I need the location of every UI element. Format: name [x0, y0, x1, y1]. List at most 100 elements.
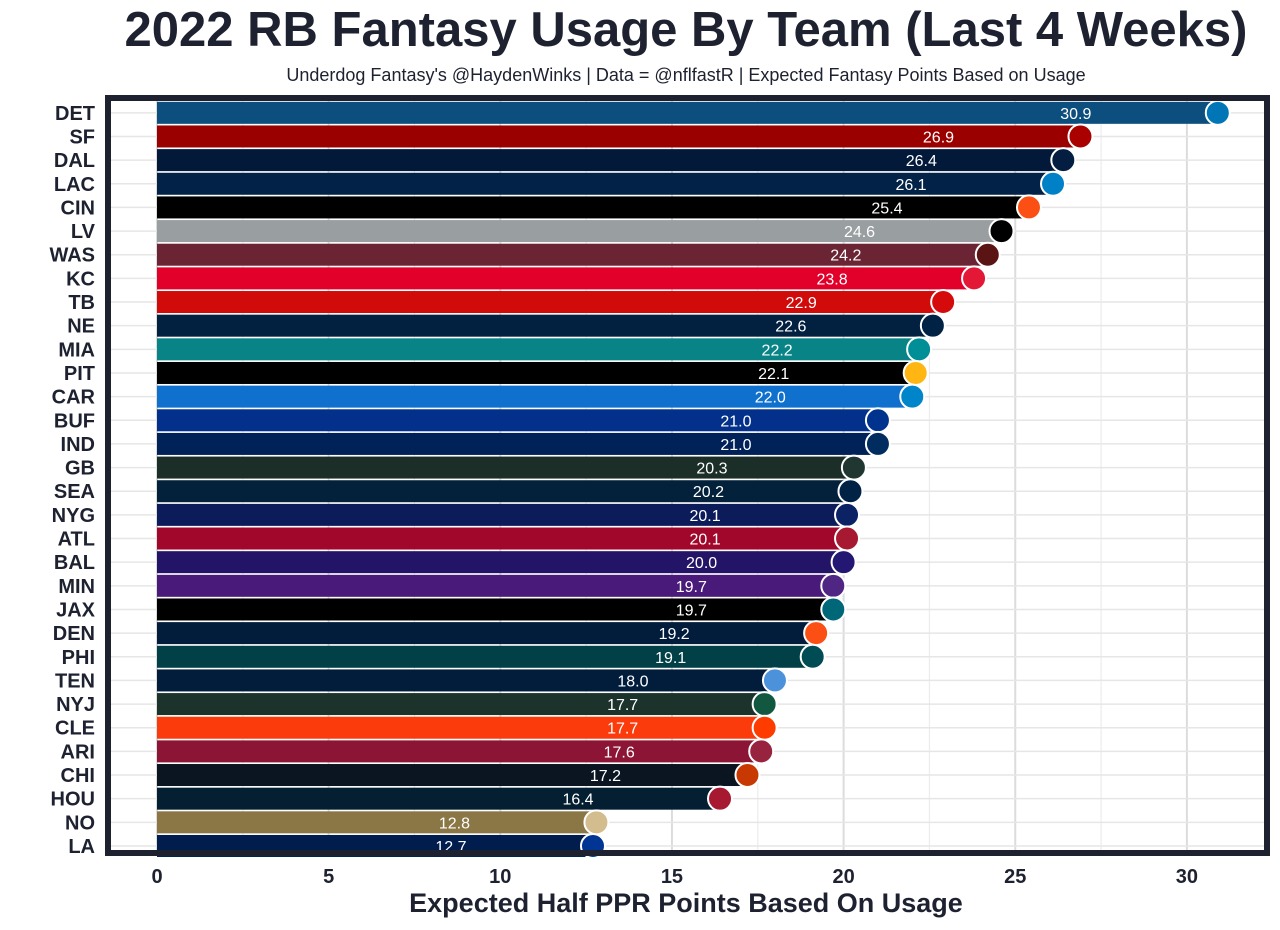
chart-subtitle: Underdog Fantasy's @HaydenWinks | Data =… [286, 65, 1086, 85]
x-tick-15: 15 [661, 866, 683, 888]
value-labels: 30.9 26.9 26.4 26.1 25.4 24.6 24.2 23.8 22.9 22.6… [435, 106, 1091, 856]
logo-gb-icon [840, 454, 867, 481]
bar-min [157, 574, 834, 597]
value-label-tb: 22.9 [786, 295, 817, 312]
bar-ne [157, 314, 933, 337]
value-label-kc: 23.8 [816, 271, 847, 288]
value-label-sea: 20.2 [693, 484, 724, 501]
value-label-ind: 21.0 [720, 437, 751, 454]
y-tick-phi: PHI [62, 647, 95, 669]
y-tick-labels: DETSFDALLACCINLVWASKCTBNEMIAPITCARBUFIND… [49, 103, 95, 858]
bars [157, 101, 1218, 857]
value-label-bal: 20.0 [686, 555, 717, 572]
y-tick-ind: IND [61, 434, 95, 456]
y-tick-atl: ATL [58, 529, 95, 551]
bar-pit [157, 361, 916, 384]
logo-det-icon [1204, 99, 1231, 126]
logo-lv-icon [988, 218, 1015, 245]
bar-was [157, 243, 988, 266]
plot-frame [105, 95, 1270, 856]
x-tick-25: 25 [1004, 866, 1026, 888]
y-tick-bal: BAL [54, 552, 95, 574]
value-label-sf: 26.9 [923, 129, 954, 146]
y-tick-sf: SF [69, 126, 95, 148]
logo-nyj-icon [751, 691, 778, 718]
bar-sea [157, 480, 851, 503]
y-tick-lac: LAC [54, 174, 95, 196]
bar-mia [157, 338, 920, 361]
y-tick-gb: GB [65, 458, 95, 480]
value-label-mia: 22.2 [762, 342, 793, 359]
logo-bal-icon [830, 549, 857, 576]
value-label-cin: 25.4 [871, 200, 902, 217]
x-tick-30: 30 [1176, 866, 1198, 888]
logo-ne-icon [919, 312, 946, 339]
bar-gb [157, 456, 854, 479]
x-tick-20: 20 [832, 866, 854, 888]
bar-cin [157, 196, 1029, 219]
value-label-den: 19.2 [659, 626, 690, 643]
bar-ind [157, 432, 878, 455]
y-tick-cin: CIN [61, 197, 95, 219]
bar-sf [157, 125, 1081, 148]
y-tick-min: MIN [58, 576, 95, 598]
logo-lac-icon [1040, 170, 1067, 197]
bar-car [157, 385, 913, 408]
value-label-hou: 16.4 [562, 792, 593, 809]
logo-ari-icon [748, 738, 775, 765]
y-tick-kc: KC [66, 268, 95, 290]
logo-sea-icon [837, 478, 864, 505]
bar-kc [157, 267, 975, 290]
bar-dal [157, 149, 1064, 172]
value-label-lac: 26.1 [895, 177, 926, 194]
logo-no-icon [583, 809, 610, 836]
logo-dal-icon [1050, 147, 1077, 174]
x-tick-5: 5 [323, 866, 334, 888]
y-tick-car: CAR [52, 387, 96, 409]
y-tick-hou: HOU [51, 789, 95, 811]
value-label-was: 24.2 [830, 248, 861, 265]
value-label-ne: 22.6 [775, 319, 806, 336]
logo-jax-icon [820, 596, 847, 623]
bar-nyg [157, 503, 848, 526]
value-label-det: 30.9 [1060, 106, 1091, 123]
bar-bal [157, 551, 844, 574]
y-tick-sea: SEA [54, 481, 95, 503]
x-tick-labels: 0 5 10 15 20 25 30 [151, 866, 1198, 888]
y-tick-nyj: NYJ [56, 694, 95, 716]
value-label-ten: 18.0 [617, 673, 648, 690]
bar-buf [157, 409, 878, 432]
value-label-nyg: 20.1 [689, 508, 720, 525]
logo-cin-icon [1015, 194, 1042, 221]
logo-cle-icon [751, 714, 778, 741]
value-label-car: 22.0 [755, 390, 786, 407]
y-tick-dal: DAL [54, 150, 95, 172]
x-tick-0: 0 [151, 866, 162, 888]
bar-ari [157, 740, 762, 763]
y-tick-la: LA [68, 836, 95, 858]
bar-cle [157, 716, 765, 739]
y-tick-ne: NE [67, 316, 95, 338]
value-label-dal: 26.4 [906, 153, 937, 170]
value-label-chi: 17.2 [590, 768, 621, 785]
value-label-lv: 24.6 [844, 224, 875, 241]
bar-ten [157, 669, 775, 692]
value-label-cle: 17.7 [607, 721, 638, 738]
bar-atl [157, 527, 848, 550]
y-tick-no: NO [65, 812, 95, 834]
logo-buf-icon [864, 407, 891, 434]
logo-atl-icon [834, 525, 861, 552]
bar-lac [157, 172, 1054, 195]
logo-sf-icon [1067, 123, 1094, 150]
y-tick-jax: JAX [56, 599, 96, 621]
team-logos [579, 99, 1231, 859]
logo-chi-icon [734, 762, 761, 789]
y-tick-ari: ARI [61, 741, 95, 763]
value-label-min: 19.7 [676, 579, 707, 596]
y-tick-lv: LV [71, 221, 96, 243]
y-tick-mia: MIA [58, 339, 95, 361]
y-tick-cle: CLE [55, 718, 95, 740]
y-tick-pit: PIT [64, 363, 95, 385]
logo-nyg-icon [834, 501, 861, 528]
